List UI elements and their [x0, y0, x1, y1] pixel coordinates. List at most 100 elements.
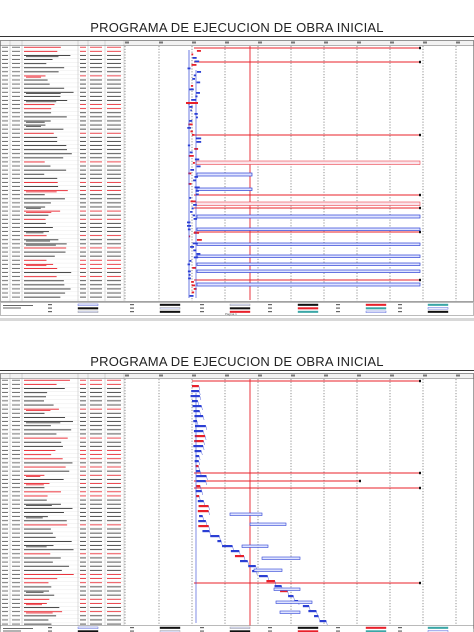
legend-swatch [159, 310, 181, 313]
row-task-name [24, 292, 66, 294]
row-task-name [24, 474, 45, 476]
task-bar [314, 615, 319, 618]
task-bar [197, 510, 209, 513]
row-task-name [26, 546, 47, 548]
row-task-name [24, 161, 45, 163]
row-start [90, 227, 102, 228]
row-start [90, 202, 102, 204]
summary-end-marker [419, 230, 421, 234]
row-id [2, 251, 8, 253]
row-duration [80, 128, 86, 130]
row-wbs [12, 507, 20, 509]
task-bar [275, 600, 313, 604]
row-wbs [12, 292, 20, 294]
row-start [90, 124, 102, 126]
row-id [2, 491, 8, 493]
row-duration [80, 222, 86, 224]
row-task-name [24, 87, 65, 89]
row-start [90, 512, 102, 513]
row-finish [107, 218, 121, 220]
row-task-name [24, 462, 73, 464]
row-finish [107, 46, 121, 48]
row-task-name [24, 396, 47, 398]
row-task-name [26, 265, 47, 267]
dependency-link [232, 546, 234, 551]
row-wbs [12, 479, 20, 480]
legend-label [398, 627, 402, 629]
row-duration [80, 83, 86, 85]
row-duration [80, 210, 86, 212]
row-duration [80, 149, 86, 151]
row-finish [107, 598, 121, 600]
row-wbs [12, 157, 20, 159]
page-1: PROGRAMA DE EJECUCION DE OBRA INICIAL Pá… [0, 20, 474, 316]
row-duration [80, 379, 86, 381]
legend-swatch [77, 630, 99, 632]
row-finish [107, 569, 121, 571]
row-finish [107, 541, 121, 542]
row-task-name [24, 149, 67, 151]
row-task-name [24, 607, 60, 609]
short-task-bar [189, 197, 192, 199]
timescale-tick-label [357, 41, 361, 44]
row-id [2, 243, 8, 245]
row-task-name [24, 210, 61, 212]
row-id [2, 231, 8, 232]
row-finish [107, 594, 121, 596]
row-start [90, 214, 102, 216]
row-wbs [12, 557, 20, 559]
row-finish [107, 198, 121, 200]
row-duration [80, 557, 86, 559]
row-finish [107, 474, 121, 476]
row-duration [80, 145, 86, 146]
row-id [2, 280, 8, 282]
row-task-name [24, 194, 45, 196]
short-task-bar [195, 190, 199, 192]
timescale-tick-label [192, 41, 196, 44]
row-duration [80, 247, 86, 249]
row-wbs [12, 214, 20, 216]
page-title: PROGRAMA DE EJECUCION DE OBRA INICIAL [90, 20, 384, 35]
row-id [2, 553, 8, 555]
row-finish [107, 222, 121, 224]
row-id [2, 421, 8, 422]
dependency-link [208, 506, 210, 511]
dependency-link [205, 521, 208, 526]
row-finish [107, 404, 121, 406]
task-bar [308, 610, 317, 613]
row-duration [80, 231, 86, 232]
row-id [2, 388, 8, 389]
row-wbs [12, 206, 20, 208]
row-start [90, 536, 102, 538]
row-start [90, 586, 102, 588]
row-task-name [24, 433, 57, 435]
row-start [90, 458, 102, 460]
row-wbs [12, 520, 20, 522]
legend-swatch [365, 307, 387, 310]
row-wbs [12, 79, 20, 81]
row-id [2, 545, 8, 546]
row-wbs [12, 59, 20, 60]
row-task-name [24, 412, 45, 414]
row-start [90, 503, 102, 505]
row-wbs [12, 619, 20, 621]
row-task-name [24, 198, 65, 200]
row-duration [80, 466, 86, 468]
row-start [90, 445, 102, 447]
row-duration [80, 611, 86, 613]
row-wbs [12, 491, 20, 493]
timescale-tick-label [423, 41, 427, 44]
row-id [2, 276, 8, 278]
row-start [90, 239, 102, 241]
short-task-bar [188, 172, 192, 175]
row-task-name [24, 116, 67, 118]
dependency-link [200, 486, 202, 491]
row-task-name [26, 121, 45, 123]
row-wbs [12, 104, 20, 105]
summary-end-marker [419, 471, 421, 475]
row-id [2, 87, 8, 89]
row-wbs [12, 474, 20, 476]
row-duration [80, 582, 86, 584]
row-duration [80, 516, 86, 517]
row-start [90, 392, 102, 393]
